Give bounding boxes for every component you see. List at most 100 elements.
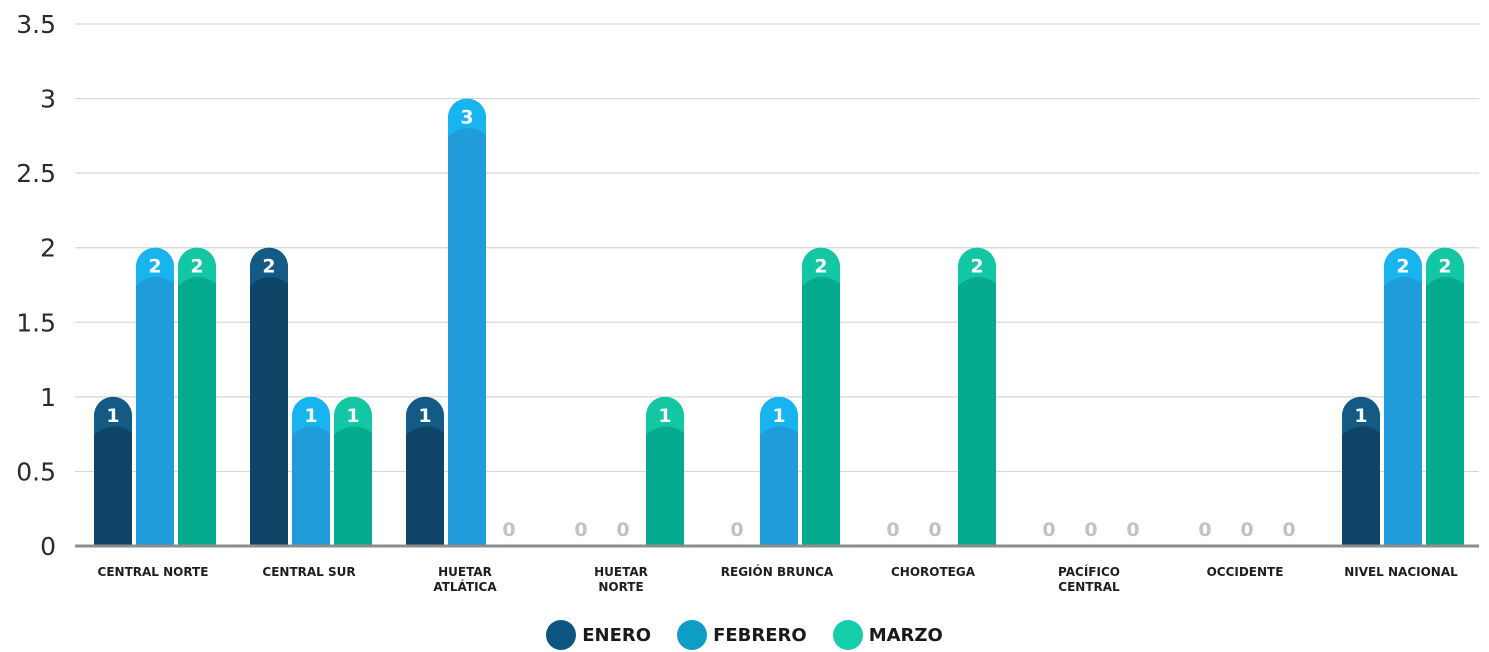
- bar-value-label: 0: [1042, 519, 1055, 541]
- y-tick-label: 0: [40, 532, 56, 561]
- bar-cap: [1384, 247, 1422, 286]
- bar-enero: [94, 396, 132, 546]
- bar-value-label: 0: [928, 519, 941, 541]
- bars: 1 2 2 2 1 1 1 3 0 0 0 1 0 1 2 0 0 2 0 0 0 0 0 0 1 2 2: [94, 98, 1464, 547]
- x-tick-label: NIVEL NACIONAL: [1344, 565, 1458, 579]
- x-axis-ticks: CENTRAL NORTE CENTRAL SUR HUETAR ATLÁTICAHU…: [98, 564, 1459, 594]
- legend-item-febrero: FEBRERO: [677, 620, 807, 650]
- bar-value-label: 2: [262, 256, 275, 278]
- bar-value-label: 2: [148, 256, 161, 278]
- y-tick-label: 2: [40, 234, 56, 263]
- bar-cap: [802, 247, 840, 286]
- bar-cap: [94, 396, 132, 435]
- bar-cap: [250, 247, 288, 286]
- bar-cap: [958, 247, 996, 286]
- bar-cap: [760, 396, 798, 435]
- bar-marzo: [802, 247, 840, 546]
- bar-value-label: 1: [346, 405, 359, 427]
- bar-febrero: [448, 98, 486, 547]
- y-tick-label: 0.5: [16, 457, 56, 486]
- x-tick-line: ATLÁTICA: [433, 579, 497, 594]
- bar-cap: [646, 396, 684, 435]
- bar-value-label: 2: [1396, 256, 1409, 278]
- x-tick-line: CHOROTEGA: [891, 565, 976, 579]
- legend-item-enero: ENERO: [546, 620, 651, 650]
- bar-value-label: 0: [1126, 519, 1139, 541]
- bar-febrero: [760, 396, 798, 546]
- bar-value-label: 1: [304, 405, 317, 427]
- x-tick-line: REGIÓN BRUNCA: [721, 564, 834, 579]
- bar-febrero: [1384, 247, 1422, 546]
- y-axis-ticks: 0 0.5 1 1.5 2 2.5 3 3.5: [16, 10, 56, 561]
- legend-swatch: [677, 620, 708, 650]
- x-tick-line: CENTRAL NORTE: [98, 565, 209, 579]
- x-tick-label: OCCIDENTE: [1207, 565, 1284, 579]
- x-tick-line: CENTRAL SUR: [262, 565, 355, 579]
- bar-cap: [334, 396, 372, 435]
- bar-marzo: [958, 247, 996, 546]
- x-tick-line: PACÍFICO: [1058, 564, 1120, 579]
- bar-enero: [250, 247, 288, 546]
- x-tick-line: CENTRAL: [1058, 580, 1120, 594]
- bar-marzo: [646, 396, 684, 546]
- x-tick-label: HUETAR NORTE: [594, 565, 648, 594]
- bar-value-label: 2: [190, 256, 203, 278]
- y-tick-label: 3: [40, 85, 56, 114]
- bar-marzo: [178, 247, 216, 546]
- x-tick-line: HUETAR: [438, 565, 492, 579]
- legend-label: ENERO: [582, 624, 652, 646]
- bar-enero: [1342, 396, 1380, 546]
- bar-value-label: 1: [106, 405, 119, 427]
- x-tick-label: CENTRAL NORTE: [98, 565, 209, 579]
- legend-item-marzo: MARZO: [832, 620, 943, 650]
- x-tick-label: REGIÓN BRUNCA: [721, 564, 834, 579]
- bar-value-label: 3: [460, 107, 473, 129]
- x-tick-line: NIVEL NACIONAL: [1344, 565, 1458, 579]
- bar-value-label: 1: [1354, 405, 1367, 427]
- bar-cap: [406, 396, 444, 435]
- legend-label: MARZO: [868, 624, 943, 646]
- bar-value-label: 0: [730, 519, 743, 541]
- bar-cap: [448, 98, 486, 137]
- bar-value-label: 1: [658, 405, 671, 427]
- legend: ENERO FEBRERO MARZO: [0, 620, 1489, 650]
- bar-value-label: 0: [574, 519, 587, 541]
- x-tick-label: CHOROTEGA: [891, 565, 976, 579]
- legend-swatch: [832, 620, 863, 650]
- x-tick-line: HUETAR: [594, 565, 648, 579]
- legend-label: FEBRERO: [713, 624, 807, 646]
- y-tick-label: 1: [40, 383, 56, 412]
- bar-cap: [136, 247, 174, 286]
- y-tick-label: 3.5: [16, 10, 56, 39]
- bar-value-label: 1: [772, 405, 785, 427]
- bar-value-label: 2: [1438, 256, 1451, 278]
- bar-value-label: 0: [886, 519, 899, 541]
- bar-cap: [292, 396, 330, 435]
- bar-value-label: 0: [1084, 519, 1097, 541]
- y-tick-label: 2.5: [16, 159, 56, 188]
- bar-value-label: 0: [1198, 519, 1211, 541]
- x-tick-label: CENTRAL SUR: [262, 565, 355, 579]
- bar-marzo: [334, 396, 372, 546]
- bar-value-label: 2: [814, 256, 827, 278]
- bar-febrero: [136, 247, 174, 546]
- y-tick-label: 1.5: [16, 308, 56, 337]
- bar-febrero: [292, 396, 330, 546]
- bar-value-label: 0: [1240, 519, 1253, 541]
- bar-enero: [406, 396, 444, 546]
- x-tick-line: NORTE: [598, 580, 643, 594]
- x-tick-line: OCCIDENTE: [1207, 565, 1284, 579]
- bar-marzo: [1426, 247, 1464, 546]
- gridlines: [75, 23, 1479, 473]
- x-tick-label: HUETAR ATLÁTICA: [433, 565, 497, 594]
- bar-value-label: 1: [418, 405, 431, 427]
- bar-cap: [1342, 396, 1380, 435]
- bar-value-label: 2: [970, 256, 983, 278]
- bar-value-label: 0: [502, 519, 515, 541]
- bar-cap: [1426, 247, 1464, 286]
- x-tick-label: PACÍFICO CENTRAL: [1058, 564, 1120, 594]
- legend-swatch: [546, 620, 577, 650]
- bar-value-label: 0: [1282, 519, 1295, 541]
- bar-value-label: 0: [616, 519, 629, 541]
